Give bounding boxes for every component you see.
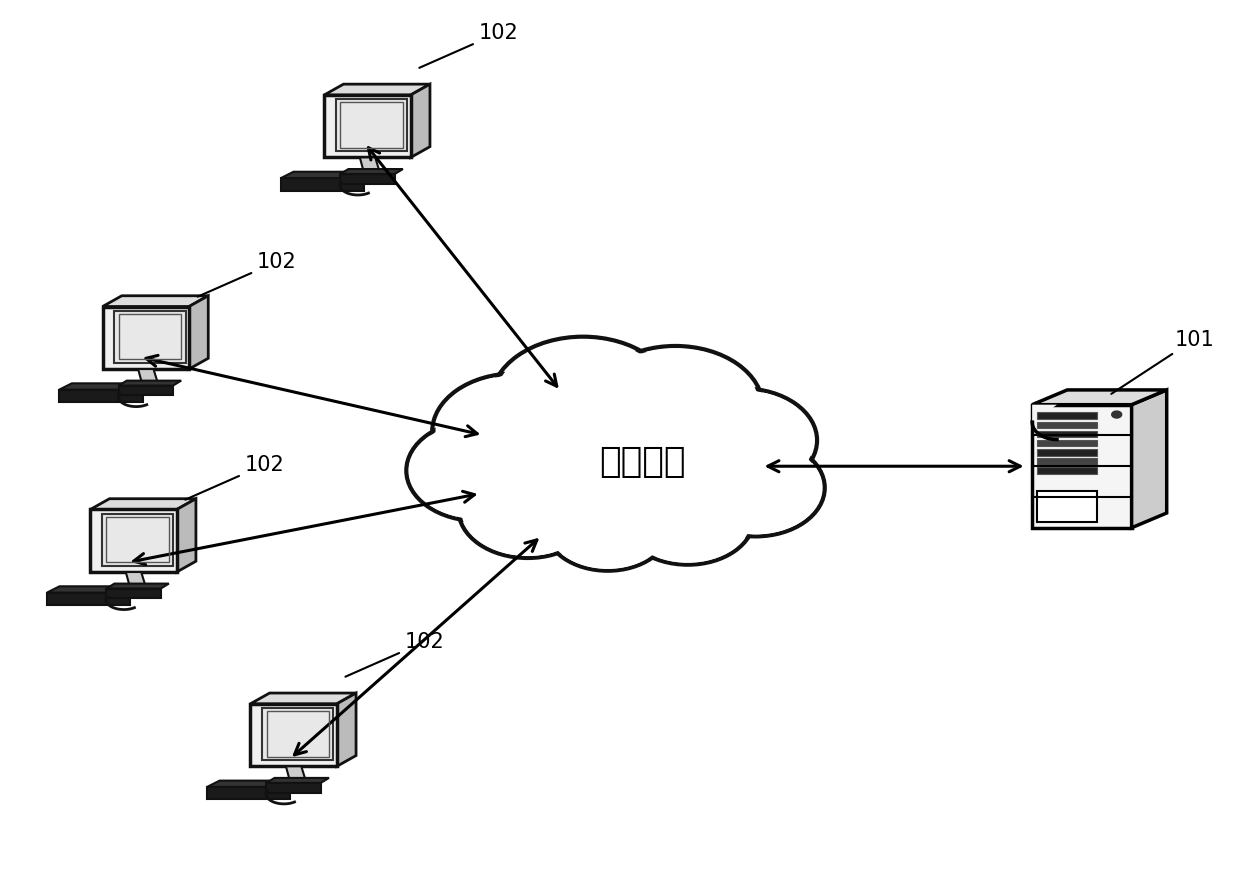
Circle shape	[397, 413, 560, 528]
Polygon shape	[250, 704, 337, 766]
Circle shape	[676, 433, 835, 543]
Circle shape	[409, 422, 548, 519]
Polygon shape	[410, 85, 430, 158]
Polygon shape	[1037, 439, 1097, 446]
Circle shape	[513, 392, 727, 541]
Polygon shape	[119, 385, 174, 396]
Polygon shape	[91, 509, 177, 572]
Circle shape	[624, 473, 751, 562]
Polygon shape	[1037, 431, 1097, 437]
Polygon shape	[250, 693, 356, 704]
Polygon shape	[207, 787, 290, 800]
Polygon shape	[267, 778, 329, 783]
Circle shape	[534, 476, 681, 577]
Polygon shape	[60, 390, 143, 402]
Polygon shape	[281, 178, 365, 191]
Text: 通信网络: 通信网络	[599, 445, 686, 479]
Polygon shape	[337, 693, 356, 766]
Circle shape	[672, 391, 815, 490]
Polygon shape	[107, 589, 161, 598]
Circle shape	[591, 349, 760, 467]
Polygon shape	[1032, 405, 1056, 422]
Circle shape	[449, 454, 606, 565]
Polygon shape	[325, 95, 410, 158]
Polygon shape	[188, 296, 208, 369]
Circle shape	[611, 465, 764, 571]
Polygon shape	[1037, 491, 1097, 521]
Polygon shape	[1032, 405, 1132, 528]
Polygon shape	[325, 85, 430, 95]
Polygon shape	[1037, 458, 1097, 465]
Circle shape	[547, 485, 668, 569]
Polygon shape	[1037, 449, 1097, 455]
Polygon shape	[360, 158, 381, 174]
Polygon shape	[262, 708, 334, 760]
Polygon shape	[281, 172, 377, 178]
Circle shape	[689, 441, 822, 535]
Circle shape	[461, 463, 594, 556]
Polygon shape	[336, 99, 407, 151]
Polygon shape	[107, 583, 169, 589]
Circle shape	[481, 330, 686, 473]
Circle shape	[1112, 411, 1122, 418]
Ellipse shape	[485, 405, 755, 527]
Polygon shape	[103, 307, 188, 369]
Circle shape	[495, 339, 672, 464]
Circle shape	[423, 366, 609, 497]
Polygon shape	[47, 586, 143, 593]
Text: 102: 102	[346, 632, 444, 677]
Polygon shape	[102, 514, 174, 566]
Polygon shape	[1132, 390, 1167, 528]
Polygon shape	[114, 310, 186, 363]
Text: 102: 102	[197, 252, 296, 296]
Polygon shape	[340, 174, 394, 184]
Polygon shape	[340, 169, 403, 174]
Circle shape	[660, 382, 827, 499]
Circle shape	[435, 376, 595, 487]
Polygon shape	[47, 593, 130, 605]
Polygon shape	[207, 780, 303, 787]
Polygon shape	[103, 296, 208, 307]
Text: 102: 102	[185, 455, 284, 500]
Polygon shape	[91, 499, 196, 509]
Text: 102: 102	[419, 23, 518, 68]
Polygon shape	[267, 783, 321, 793]
Polygon shape	[119, 381, 181, 385]
Text: 101: 101	[1111, 330, 1214, 394]
Polygon shape	[177, 499, 196, 572]
Polygon shape	[138, 369, 159, 385]
Polygon shape	[286, 766, 306, 783]
Polygon shape	[125, 572, 146, 589]
Circle shape	[578, 339, 773, 476]
Polygon shape	[1037, 467, 1097, 473]
Polygon shape	[60, 384, 155, 390]
Polygon shape	[1037, 422, 1097, 428]
Polygon shape	[1032, 390, 1167, 405]
Polygon shape	[1037, 412, 1097, 419]
